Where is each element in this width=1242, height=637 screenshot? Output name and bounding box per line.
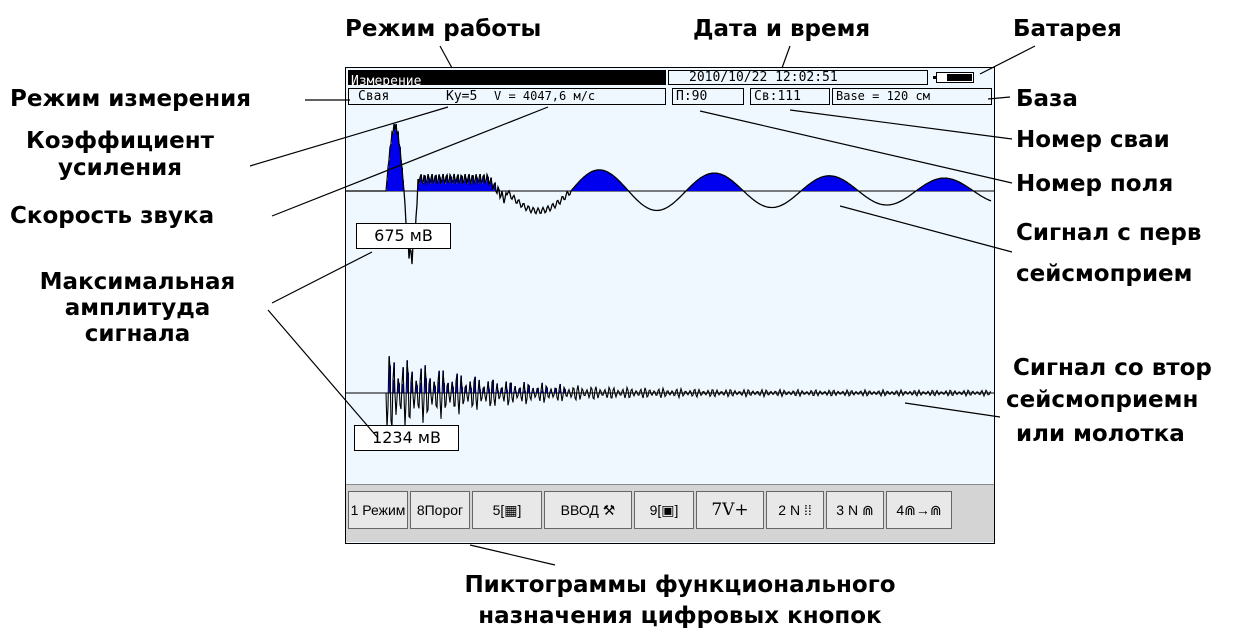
- pile-label: Св:111: [754, 89, 801, 104]
- device-screen: Измерение 2010/10/22 12:02:51 Свая Ку=5 …: [345, 67, 995, 544]
- annotation-base: База: [1016, 86, 1078, 112]
- field-label: П:90: [676, 89, 708, 104]
- tb-button-save[interactable]: 9[▣]: [634, 491, 694, 529]
- mode-label: Измерение: [351, 74, 422, 89]
- base-box: Base = 120 см: [832, 88, 992, 105]
- tb-button-calculator[interactable]: 5[▦]: [472, 491, 542, 529]
- annotation-signal2-3: или молотка: [1016, 421, 1185, 447]
- tb-button-vplus[interactable]: 7V+: [696, 491, 764, 529]
- measure-mode-label: Свая: [358, 89, 390, 104]
- tb-button-threshold[interactable]: 8Порог: [410, 491, 470, 529]
- annotation-battery: Батарея: [1013, 16, 1122, 42]
- function-toolbar: 1 Режим 8Порог 5[▦] ВВОД ⚒ 9[▣] 7V+ 2 N …: [346, 484, 994, 542]
- annotation-sound-speed: Скорость звука: [10, 203, 215, 229]
- tb-button-enter-hammer[interactable]: ВВОД ⚒: [544, 491, 632, 529]
- speed-label: V = 4047,6 м/с: [494, 89, 596, 103]
- field-box: П:90: [672, 88, 744, 105]
- tb-button-n-wave[interactable]: 3 N ⋒: [826, 491, 884, 529]
- signal2-trace: [346, 356, 992, 429]
- mode-bar: Измерение: [348, 70, 666, 89]
- datetime-label: 2010/10/22 12:02:51: [689, 70, 838, 85]
- annotation-max-amp-3: сигнала: [84, 321, 191, 347]
- annotation-date-time: Дата и время: [693, 16, 871, 42]
- leader-date-time: [781, 45, 791, 69]
- status-line-left: [348, 88, 666, 105]
- gain-label: Ку=5: [446, 89, 478, 104]
- datetime-box: 2010/10/22 12:02:51: [668, 70, 928, 85]
- waveform-plot: [346, 123, 994, 429]
- annotation-signal1-1: Сигнал с перв: [1016, 220, 1202, 246]
- amplitude-box-1: 675 мВ: [356, 223, 451, 249]
- tb-button-n-grid[interactable]: 2 N ⁞⁞: [766, 491, 824, 529]
- annotation-max-amp-1: Максимальная: [39, 269, 236, 295]
- annotation-pile-number: Номер сваи: [1016, 127, 1170, 153]
- annotation-signal2-1: Сигнал со втор: [1013, 355, 1212, 381]
- annotation-work-mode: Режим работы: [345, 16, 542, 42]
- annotation-gain-2: усиления: [58, 155, 182, 181]
- leader-pictograms: [469, 544, 556, 566]
- amplitude-box-2: 1234 мВ: [354, 425, 459, 451]
- pile-box: Св:111: [750, 88, 830, 105]
- annotation-max-amp-2: амплитуда: [64, 295, 211, 321]
- battery-icon: [933, 72, 974, 83]
- base-label: Base = 120 см: [836, 89, 930, 103]
- tb-button-wave-shift[interactable]: 4⋒→⋒: [886, 491, 952, 529]
- annotation-signal2-2: сейсмоприемн: [1006, 387, 1199, 413]
- annotation-field-number: Номер поля: [1016, 171, 1174, 197]
- tb-button-mode[interactable]: 1 Режим: [348, 491, 408, 529]
- annotation-pictograms-2: назначения цифровых кнопок: [478, 603, 882, 629]
- annotation-gain-1: Коэффициент: [26, 128, 214, 154]
- annotation-measure-mode: Режим измерения: [10, 86, 251, 112]
- annotation-signal1-2: сейсмоприем: [1016, 261, 1193, 287]
- annotation-pictograms-1: Пиктограммы функционального: [464, 572, 896, 598]
- leader-work-mode: [439, 45, 453, 69]
